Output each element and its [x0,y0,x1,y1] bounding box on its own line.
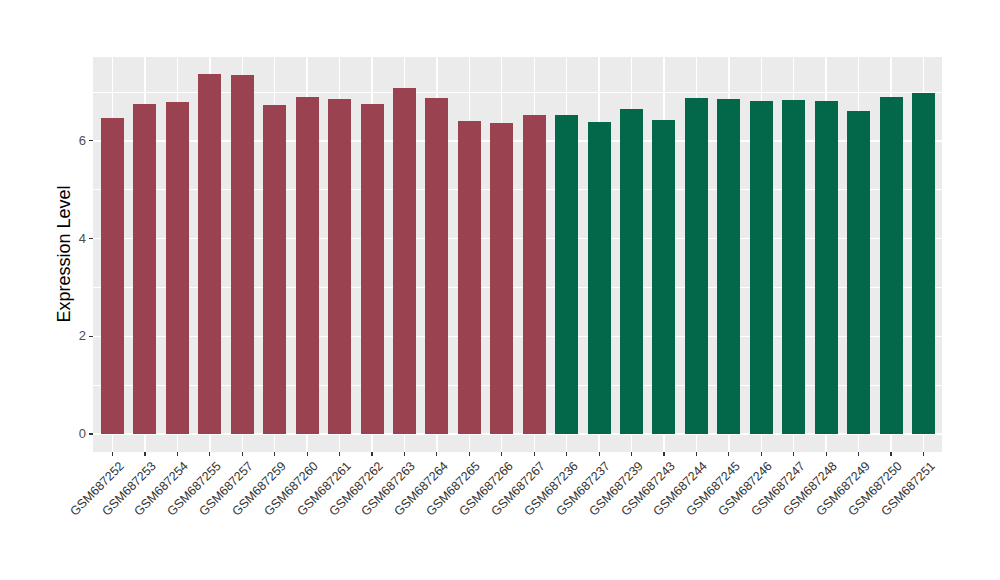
x-tick [209,452,210,456]
y-tick [89,336,93,337]
x-tick [631,452,632,456]
y-tick-label: 2 [56,328,86,344]
bar [880,97,903,434]
bar [458,121,481,434]
bar [263,105,286,434]
x-tick [890,452,891,456]
bar [393,88,416,434]
x-tick [177,452,178,456]
bar [133,104,156,434]
x-tick [274,452,275,456]
x-tick [826,452,827,456]
bar [361,104,384,434]
bar [523,115,546,434]
x-tick [599,452,600,456]
x-tick [436,452,437,456]
x-tick [469,452,470,456]
x-tick [404,452,405,456]
bar [912,93,935,434]
x-tick [761,452,762,456]
bar [685,98,708,434]
bar [296,97,319,434]
x-tick [858,452,859,456]
x-tick [112,452,113,456]
bar [847,111,870,434]
x-tick [501,452,502,456]
bar [717,99,740,434]
bar [490,123,513,434]
bar [555,115,578,434]
x-tick [566,452,567,456]
x-tick [534,452,535,456]
bar [782,100,805,434]
x-tick [663,452,664,456]
bar [620,109,643,434]
x-tick [728,452,729,456]
plot-panel [93,57,942,452]
x-tick [923,452,924,456]
bar [166,102,189,434]
x-tick [696,452,697,456]
bar [588,122,611,434]
y-axis-title: Expression Level [54,185,75,322]
figure: Expression Level 0246 GSM687252GSM687253… [0,0,1000,580]
y-tick [89,238,93,239]
bar [425,98,448,434]
x-tick [339,452,340,456]
bar [231,75,254,434]
x-tick [793,452,794,456]
bar [815,101,838,434]
y-tick-label: 4 [56,231,86,247]
bar [101,118,124,434]
bar [328,99,351,434]
y-tick [89,433,93,434]
bar [750,101,773,434]
y-tick [89,140,93,141]
y-tick-label: 6 [56,133,86,149]
x-tick [307,452,308,456]
x-tick [144,452,145,456]
x-tick [242,452,243,456]
bar [652,120,675,434]
y-tick-label: 0 [56,426,86,442]
bar [198,74,221,434]
x-tick [371,452,372,456]
